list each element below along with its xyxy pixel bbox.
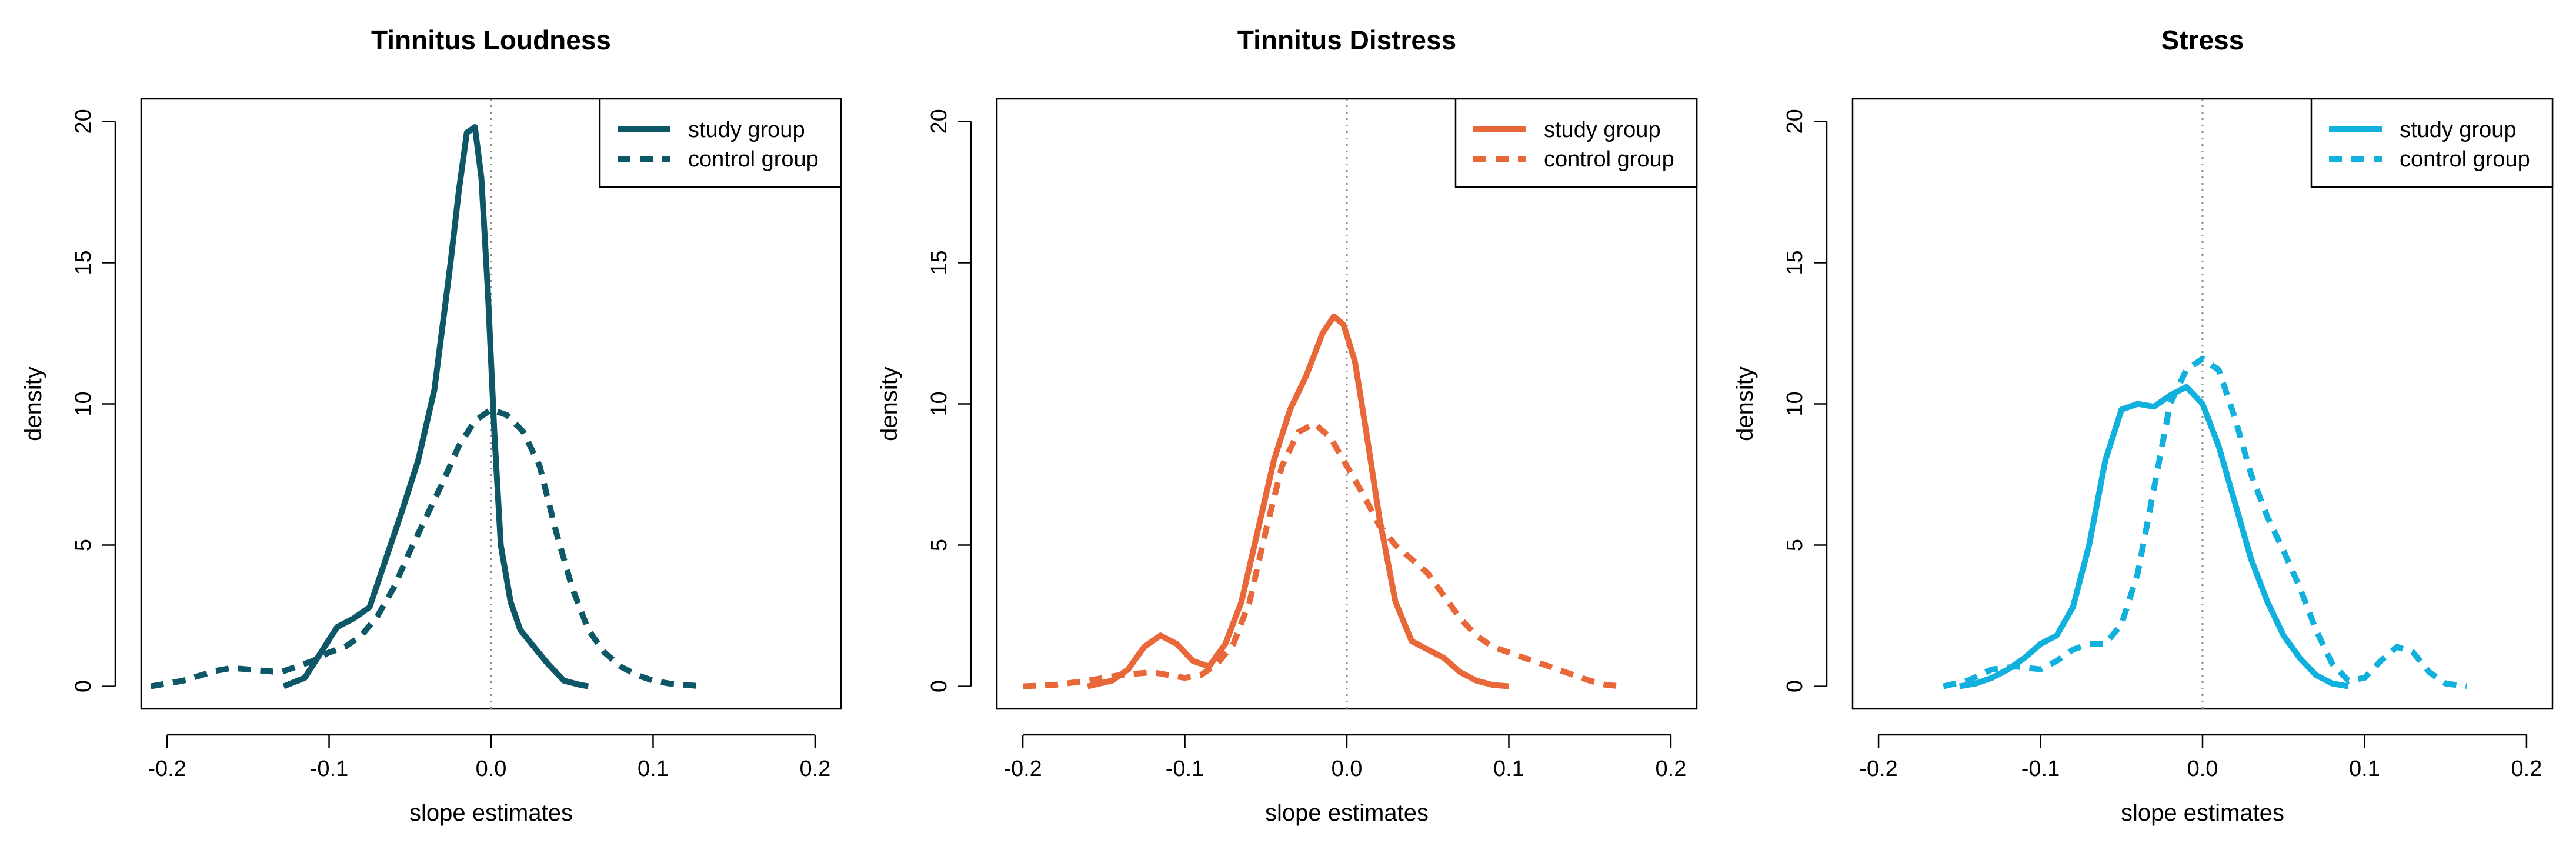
y-tick-label: 10	[927, 391, 952, 416]
x-tick-label: -0.1	[310, 757, 348, 781]
legend-box	[2310, 98, 2554, 188]
series-line-control-group	[1943, 355, 2467, 689]
legend-label: control group	[1544, 147, 1674, 172]
x-tick-label: -0.1	[2021, 757, 2060, 781]
legend-label: study group	[1544, 118, 1661, 142]
legend-box	[599, 98, 842, 188]
y-tick-label: 0	[71, 680, 96, 692]
series-line-control-group	[150, 406, 702, 689]
legend-label: study group	[688, 118, 805, 142]
legend-label: control group	[688, 147, 819, 172]
chart-title: Tinnitus Distress	[1237, 25, 1456, 55]
y-tick-label: 20	[71, 109, 96, 134]
x-tick-label: 0.1	[1493, 757, 1524, 781]
x-axis-label: slope estimates	[409, 800, 573, 826]
y-tick-label: 0	[1783, 680, 1807, 692]
series-line-study-group	[282, 124, 589, 689]
y-axis-label: density	[876, 366, 902, 441]
y-tick-label: 5	[927, 539, 952, 551]
legend-label: study group	[2400, 118, 2517, 142]
x-axis-label: slope estimates	[1265, 800, 1429, 826]
legend: study group control group	[2310, 98, 2554, 188]
legend-box	[1454, 98, 1698, 188]
y-tick-label: 20	[927, 109, 952, 134]
series-line-control-group	[1022, 421, 1623, 689]
y-axis-label: density	[1732, 366, 1758, 441]
x-tick-label: 0.1	[2349, 757, 2380, 781]
x-axis-label: slope estimates	[2121, 800, 2284, 826]
y-tick-label: 10	[1783, 391, 1807, 416]
chart-panel-2: Tinnitus Distress -0.2 -0.1 0.0 0.1 0.2 0 5 10 15…	[876, 25, 1698, 826]
y-tick-label: 20	[1783, 109, 1807, 134]
series-line-study-group	[1087, 313, 1509, 689]
x-tick-label: 0.2	[1656, 757, 1687, 781]
x-tick-label: 0.2	[2511, 757, 2542, 781]
y-tick-label: 10	[71, 391, 96, 416]
y-tick-label: 15	[1783, 250, 1807, 275]
chart-title: Tinnitus Loudness	[371, 25, 611, 55]
chart-title: Stress	[2161, 25, 2244, 55]
x-tick-label: 0.2	[800, 757, 831, 781]
y-axis-label: density	[21, 366, 46, 441]
legend: study group control group	[599, 98, 842, 188]
chart-panel-1: Tinnitus Loudness -0.2 -0.1 0.0 0.1 0.2 0 5 10 15…	[21, 25, 842, 826]
series-line-study-group	[1958, 384, 2349, 689]
x-tick-label: 0.0	[1332, 757, 1363, 781]
x-tick-label: -0.2	[1003, 757, 1042, 781]
legend: study group control group	[1454, 98, 1698, 188]
x-tick-label: -0.2	[1859, 757, 1897, 781]
y-tick-label: 5	[71, 539, 96, 551]
legend-label: control group	[2400, 147, 2530, 172]
y-tick-label: 15	[71, 250, 96, 275]
x-tick-label: -0.1	[1166, 757, 1204, 781]
x-tick-label: 0.0	[476, 757, 507, 781]
x-tick-label: 0.0	[2187, 757, 2218, 781]
y-tick-label: 0	[927, 680, 952, 692]
y-tick-label: 5	[1783, 539, 1807, 551]
y-tick-label: 15	[927, 250, 952, 275]
chart-panel-3: Stress -0.2 -0.1 0.0 0.1 0.2 0 5 10 15 20 slope est…	[1732, 25, 2554, 826]
x-tick-label: -0.2	[148, 757, 186, 781]
x-tick-label: 0.1	[638, 757, 669, 781]
